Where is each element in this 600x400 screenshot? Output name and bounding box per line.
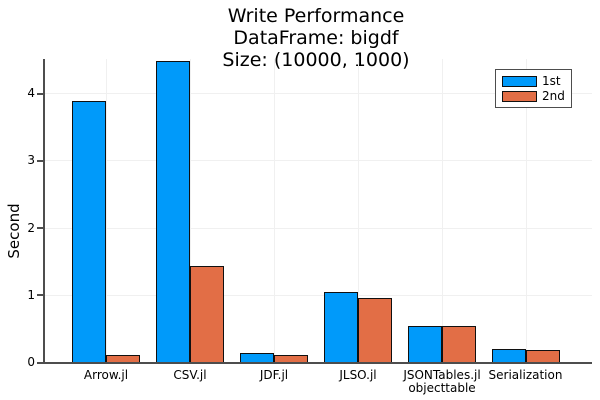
y-tick-mark xyxy=(37,92,43,95)
x-gridline xyxy=(358,59,359,362)
chart-title-line-3: Size: (10000, 1000) xyxy=(222,49,410,71)
bar-2nd-jsontables-jl xyxy=(442,326,476,362)
x-gridline xyxy=(106,59,107,362)
chart-title-line-2: DataFrame: bigdf xyxy=(233,27,399,49)
x-tick-label-line: JLSO.jl xyxy=(339,368,377,382)
y-axis-line xyxy=(43,59,45,364)
y-gridline xyxy=(43,160,592,162)
y-tick-mark xyxy=(37,159,43,162)
x-tick-label-line: Arrow.jl xyxy=(83,368,129,382)
legend-swatch-2nd xyxy=(502,90,537,102)
bar-1st-jlso-jl xyxy=(324,292,358,362)
bar-2nd-serialization xyxy=(525,349,560,362)
bar-2nd-csv-jl xyxy=(190,265,224,362)
y-tick-mark xyxy=(37,294,43,297)
legend-item-2nd: 2nd xyxy=(502,90,571,103)
x-tick-label-line: JSONTables.jl xyxy=(403,368,481,382)
y-tick-label: 2 xyxy=(27,220,35,235)
y-tick-label: 1 xyxy=(27,287,35,302)
y-gridline xyxy=(43,227,592,229)
x-gridline xyxy=(274,59,275,362)
y-tick-label: 0 xyxy=(27,355,35,369)
y-gridline xyxy=(43,294,592,296)
x-axis-line xyxy=(43,362,592,364)
bar-1st-serialization xyxy=(491,349,526,362)
x-tick-label: JDF.jl xyxy=(214,369,334,382)
x-tick-label: Arrow.jl xyxy=(46,369,166,382)
legend: 1st 2nd xyxy=(495,69,572,108)
bar-2nd-jlso-jl xyxy=(358,298,392,362)
legend-item-1st: 1st xyxy=(502,75,571,88)
legend-swatch-1st xyxy=(502,75,537,87)
y-tick-mark xyxy=(37,227,43,229)
x-tick-label: JLSO.jl xyxy=(298,369,418,382)
bar-1st-jdf-jl xyxy=(240,352,274,362)
x-gridline xyxy=(190,59,191,362)
bar-1st-csv-jl xyxy=(156,60,190,362)
chart-title-line-1: Write Performance xyxy=(227,5,405,27)
bar-2nd-jdf-jl xyxy=(274,355,308,362)
x-tick-label-line: JDF.jl xyxy=(259,368,289,382)
x-tick-label: CSV.jl xyxy=(130,369,250,382)
x-tick-label-line: objecttable xyxy=(408,381,476,395)
x-tick-label-line: Serialization xyxy=(488,368,563,382)
x-tick-label: JSONTables.jl objecttable xyxy=(382,369,502,395)
bar-1st-jsontables-jl xyxy=(408,326,442,362)
legend-label-2nd: 2nd xyxy=(542,89,565,103)
chart-title: Write Performance DataFrame: bigdf Size:… xyxy=(43,5,589,71)
y-gridline xyxy=(43,93,592,94)
x-tick-label: Serialization xyxy=(466,369,586,382)
x-tick-label-line: CSV.jl xyxy=(173,368,207,382)
y-tick-label: 4 xyxy=(27,86,35,100)
y-tick-mark xyxy=(37,361,43,364)
x-gridline xyxy=(442,59,443,362)
bar-2nd-arrow-jl xyxy=(106,355,140,362)
y-tick-label: 3 xyxy=(27,153,35,168)
bar-1st-arrow-jl xyxy=(72,101,106,362)
legend-label-1st: 1st xyxy=(542,74,561,88)
x-gridline xyxy=(525,59,527,362)
